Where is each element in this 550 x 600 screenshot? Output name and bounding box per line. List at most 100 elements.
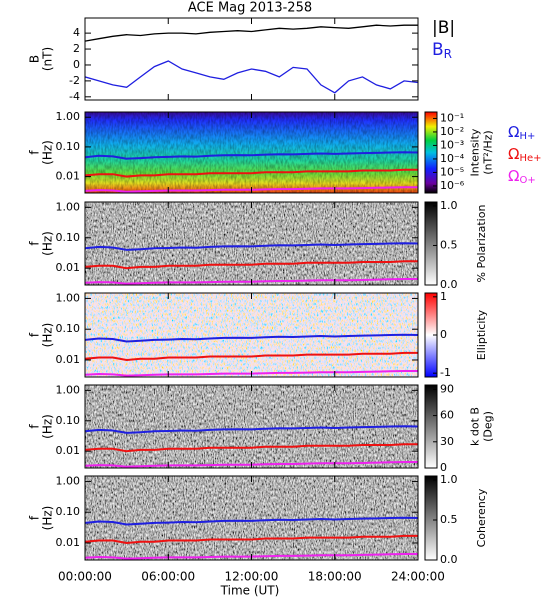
- y-tick-label: 0.10: [56, 414, 81, 427]
- y-tick-label: 0.01: [56, 536, 81, 549]
- colorbar-frame: [424, 201, 438, 286]
- x-tick-label: 00:00:00: [58, 570, 112, 584]
- colorbar: [425, 476, 437, 560]
- y-tick-label: 0.01: [56, 261, 81, 274]
- legend-entry: ΩHe+: [508, 145, 542, 165]
- legend-entry: ΩO+: [508, 167, 536, 187]
- y-tick-label: 1.00: [56, 110, 81, 123]
- y-tick-label: 1.00: [56, 291, 81, 304]
- y-axis-label: (Hz): [41, 414, 55, 439]
- colorbar-tick-label: 10⁻¹: [440, 111, 464, 124]
- x-tick-label: 18:00:00: [308, 570, 362, 584]
- colorbar-tick-label: 10⁻⁶: [440, 179, 465, 192]
- y-tick-label: 1.00: [56, 383, 81, 396]
- series-line: [85, 516, 418, 526]
- colorbar-label: Coherency: [475, 488, 488, 547]
- panel: 0.0 0.5 1.0 Coherency 1.00 0.10 0.01 00:00:00 06…: [28, 473, 489, 584]
- legend-entry: |B|: [432, 18, 455, 38]
- y-axis-label: f: [28, 515, 42, 520]
- y-tick-label: 0.10: [56, 231, 81, 244]
- y-axis-label: (Hz): [41, 506, 55, 531]
- series-line: [85, 333, 418, 343]
- series-line: [85, 168, 418, 178]
- y-tick-label: -2: [69, 74, 80, 87]
- y-tick-label: 0.10: [56, 505, 81, 518]
- colorbar-tick-label: 0: [440, 328, 447, 341]
- y-tick-label: 0.01: [56, 170, 81, 183]
- colorbar-tick-label: 10⁻⁴: [440, 152, 465, 165]
- y-axis-label: (Hz): [41, 231, 55, 256]
- panel: 0 30 60 90 k dot B (Deg) 1.00 0.10 0.01 f (Hz): [28, 382, 495, 474]
- y-axis-label: f: [28, 150, 42, 155]
- series-line: [85, 60, 418, 94]
- y-axis-label: B: [28, 55, 42, 63]
- colorbar-label: (Deg): [482, 411, 495, 442]
- y-axis-label: (Hz): [41, 323, 55, 348]
- y-tick-label: 0.01: [56, 353, 81, 366]
- panel: -1 0 1 Ellipticity 1.00 0.10 0.01 f (Hz): [28, 290, 489, 379]
- colorbar: [425, 293, 437, 377]
- series-line: [85, 151, 418, 160]
- plot-frame: [84, 17, 419, 101]
- x-tick-label: 24:00:00: [391, 570, 445, 584]
- colorbar-tick-label: 10⁻³: [440, 138, 464, 151]
- colorbar-tick-label: 0.0: [440, 553, 458, 566]
- y-axis-label: f: [28, 424, 42, 429]
- lines: [85, 24, 418, 94]
- colorbar-tick-label: 1.0: [440, 199, 458, 212]
- legend-entry: ΩH+: [508, 123, 535, 143]
- colorbar-tick-label: 0.0: [440, 278, 458, 291]
- x-axis-label: Time (UT): [220, 584, 280, 598]
- colorbar-label: % Polarization: [475, 205, 488, 283]
- legend-entry: BR: [432, 40, 452, 61]
- panel: 10⁻¹10⁻²10⁻³10⁻⁴10⁻⁵10⁻⁶ Intensity (nT²/Hz…: [28, 110, 542, 194]
- y-tick-label: 0: [73, 58, 80, 71]
- series-line: [85, 443, 418, 453]
- panel: 0.0 0.5 1.0 % Polarization 1.00 0.10 0.01 f (Hz): [28, 199, 489, 291]
- y-tick-label: 0.10: [56, 140, 81, 153]
- colorbar-tick-label: 60: [440, 409, 454, 422]
- x-tick-label: 12:00:00: [225, 570, 279, 584]
- colorbar-label: k dot B: [469, 407, 482, 446]
- series-line: [85, 242, 418, 251]
- colorbar-tick-label: 0.5: [440, 513, 458, 526]
- chart-title: ACE Mag 2013-258: [188, 1, 312, 16]
- colorbar-tick-label: 90: [440, 382, 454, 395]
- y-axis-label: f: [28, 241, 42, 246]
- colorbar-tick-label: -1: [440, 366, 451, 379]
- colorbar-frame: [424, 384, 438, 469]
- colorbar-tick-label: 10⁻⁵: [440, 165, 464, 178]
- series-line: [85, 534, 418, 545]
- y-tick-label: 1.00: [56, 200, 81, 213]
- x-tick-label: 06:00:00: [141, 570, 195, 584]
- colorbar-label: Intensity: [469, 128, 482, 176]
- colorbar-label: Ellipticity: [475, 309, 488, 360]
- colorbar-tick-label: 30: [440, 435, 454, 448]
- panel: -4 -2 0 2 4 B (nT) |B|BR: [28, 17, 455, 103]
- series-line: [85, 260, 418, 270]
- y-tick-label: 2: [73, 42, 80, 55]
- y-axis-label: f: [28, 332, 42, 337]
- series-line: [85, 351, 418, 362]
- y-tick-label: 4: [73, 26, 80, 39]
- colorbar-tick-label: 1: [440, 290, 447, 303]
- colorbar-tick-label: 0.5: [440, 238, 458, 251]
- colorbar-frame: [424, 475, 438, 561]
- series-line: [85, 425, 418, 434]
- y-tick-label: 0.01: [56, 444, 81, 457]
- y-tick-label: 1.00: [56, 474, 81, 487]
- colorbar-label: (nT²/Hz): [482, 130, 495, 174]
- colorbar: [425, 385, 437, 468]
- y-axis-label: (nT): [41, 47, 55, 71]
- colorbar: [425, 202, 437, 285]
- series-line: [85, 24, 418, 42]
- y-axis-label: (Hz): [41, 140, 55, 165]
- y-tick-label: 0.10: [56, 322, 81, 335]
- colorbar-tick-label: 0: [440, 461, 447, 474]
- y-tick-label: -4: [69, 90, 80, 103]
- colorbar-frame: [424, 111, 438, 194]
- colorbar: [425, 112, 437, 193]
- colorbar-tick-label: 1.0: [440, 473, 458, 486]
- colorbar-tick-label: 10⁻²: [440, 125, 464, 138]
